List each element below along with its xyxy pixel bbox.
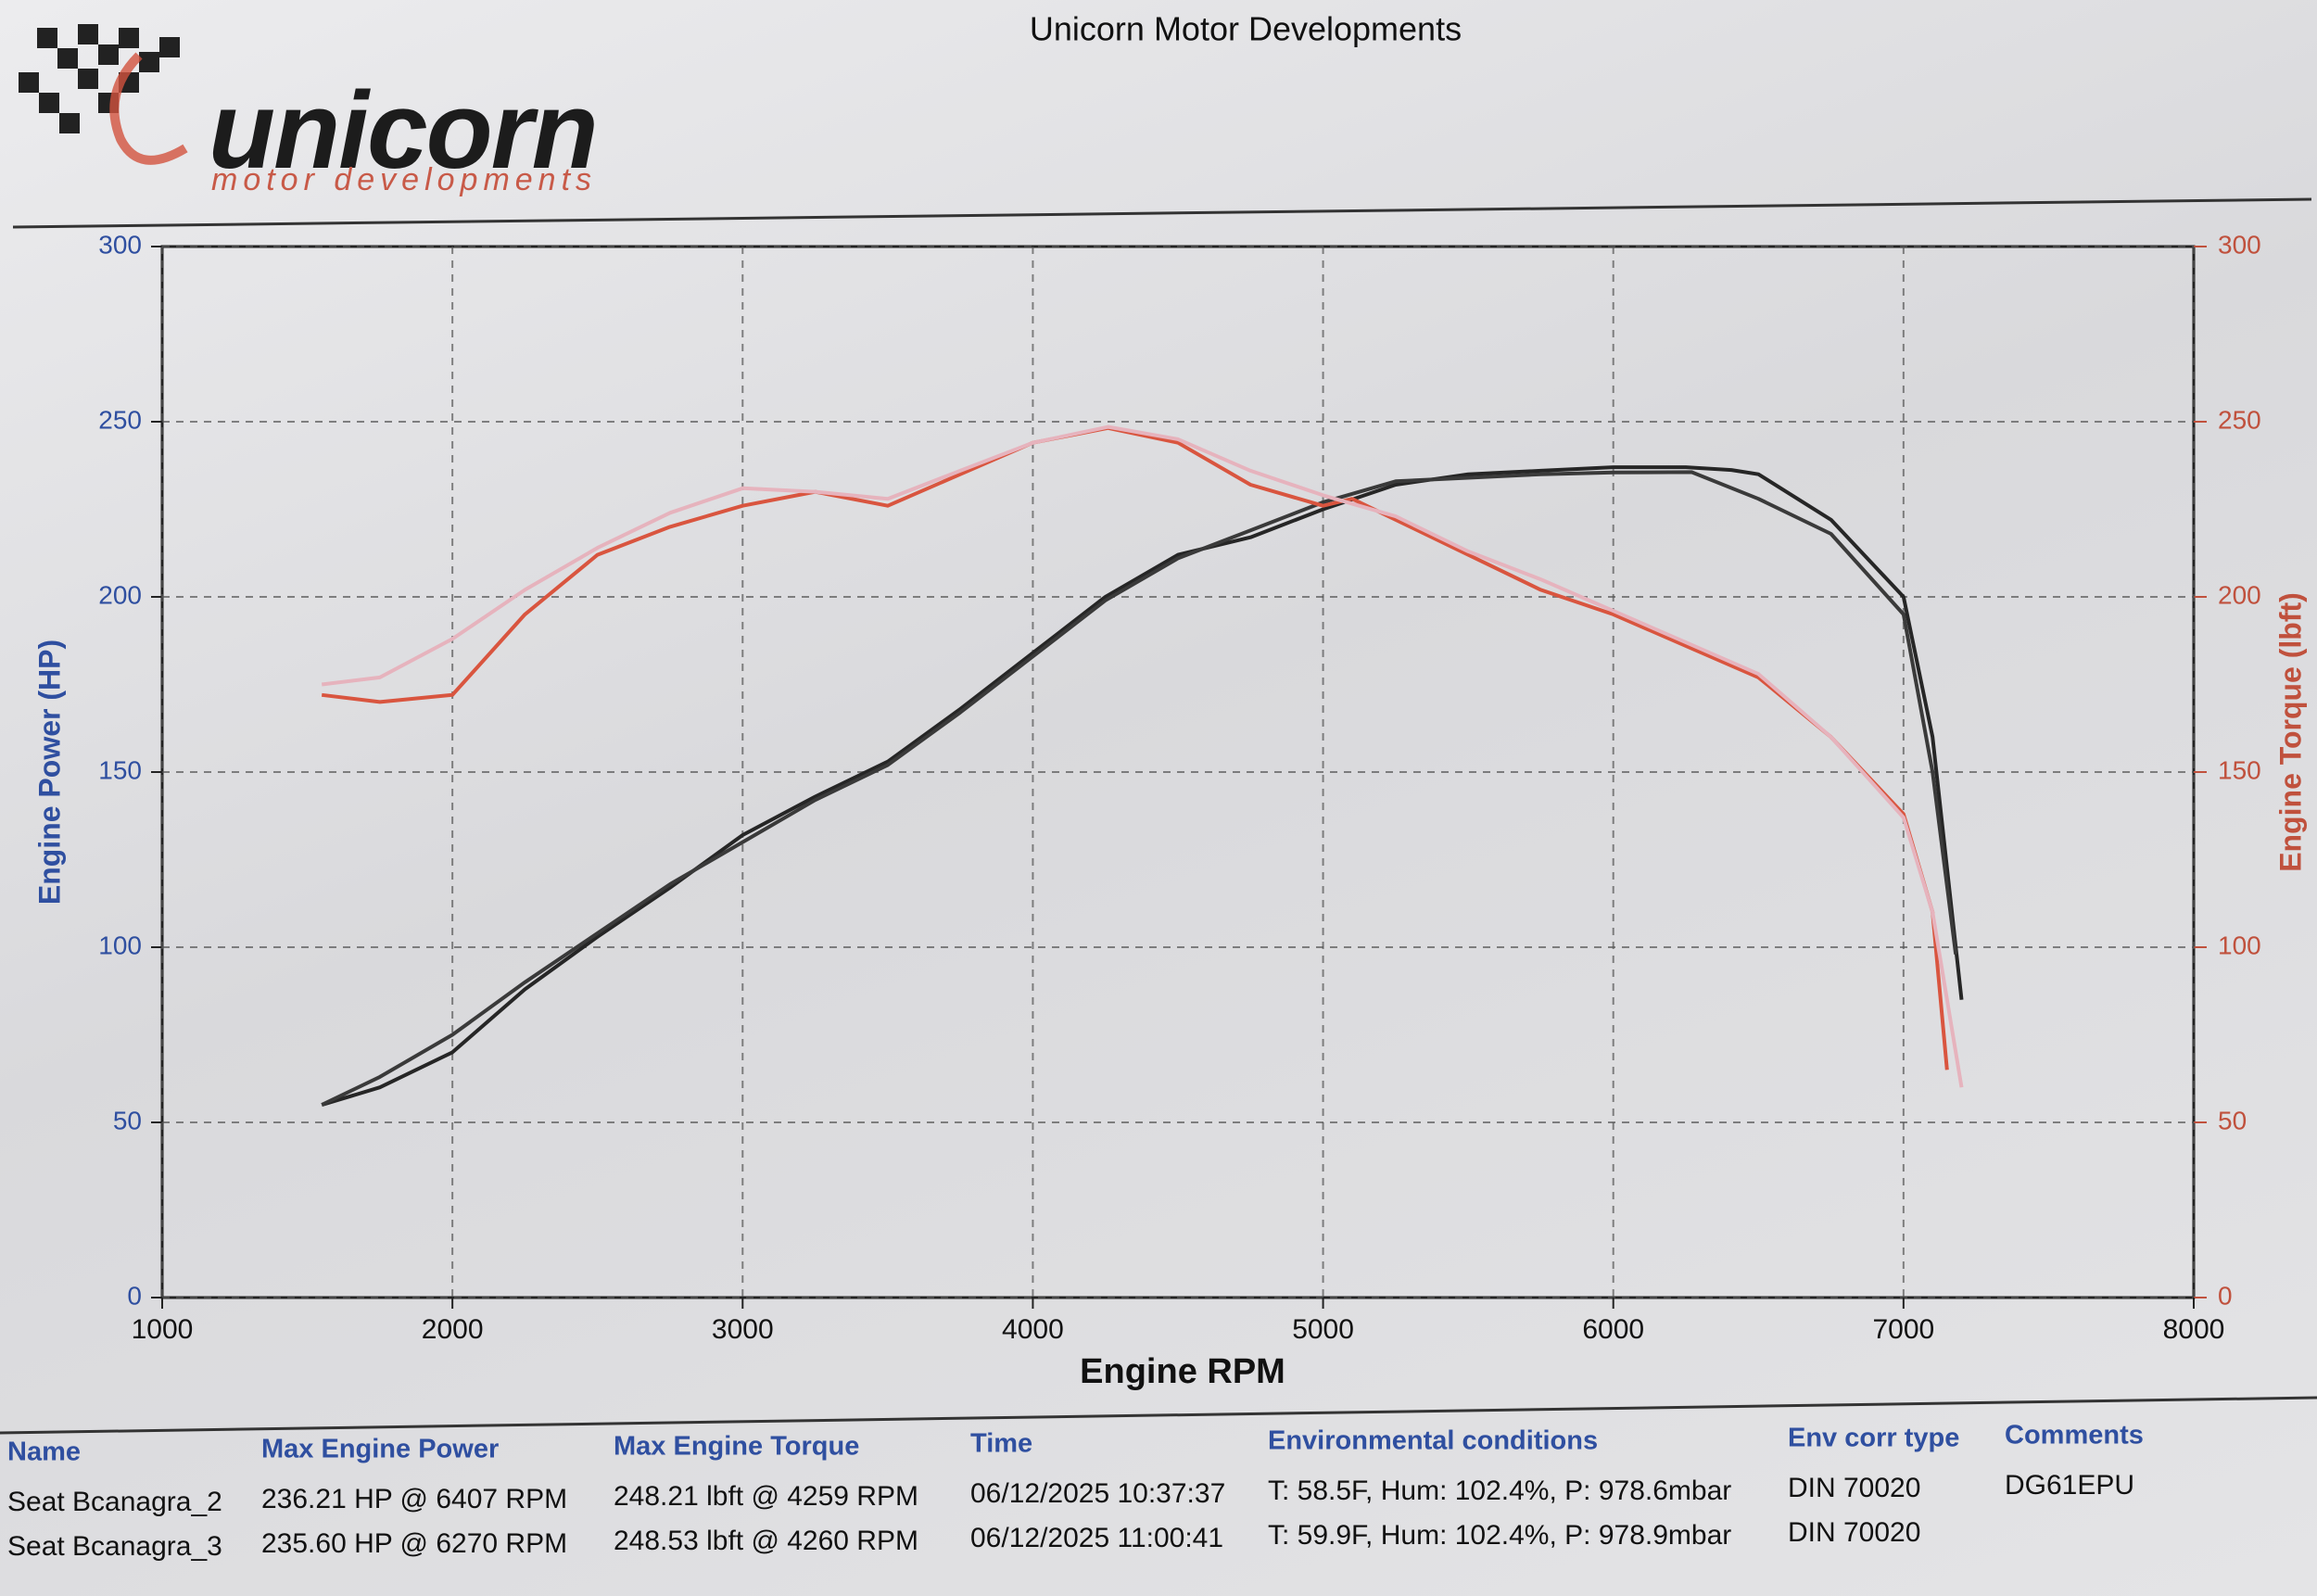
torque-line (321, 424, 1964, 1088)
y-tick-label: 0 (127, 1281, 142, 1310)
y2-tick-label: 100 (2218, 931, 2261, 959)
y-tick-label: 200 (98, 580, 142, 609)
table-cell: 235.60 HP @ 6270 RPM (261, 1528, 567, 1559)
table-cell: 248.21 lbft @ 4259 RPM (614, 1481, 918, 1512)
table-cell: Seat Bcanagra_2 (7, 1487, 222, 1517)
checkered-flag (19, 24, 180, 133)
y-tick-label: 100 (98, 931, 142, 959)
power-line (321, 465, 1964, 1108)
y2-axis-label: Engine Torque (lbft) (2273, 592, 2307, 872)
table-cell: 06/12/2025 10:37:37 (970, 1478, 1225, 1509)
header-rule (12, 197, 2312, 229)
y-axis-label: Engine Power (HP) (32, 640, 66, 905)
table-cell: DIN 70020 (1788, 1517, 1920, 1548)
x-tick-label: 1000 (132, 1314, 194, 1345)
logo-text: unicorn (209, 70, 597, 192)
torque-line (321, 425, 1949, 1070)
table-cell: 236.21 HP @ 6407 RPM (261, 1484, 567, 1514)
x-tick-label: 3000 (712, 1314, 774, 1345)
table-cell: DIN 70020 (1788, 1473, 1920, 1503)
table-cell: Seat Bcanagra_3 (7, 1531, 222, 1562)
table-header: Name (7, 1438, 81, 1467)
power-line (321, 470, 1958, 1107)
footer-rule (0, 1396, 2317, 1435)
x-axis-label: Engine RPM (1080, 1352, 1285, 1391)
table-cell: T: 58.5F, Hum: 102.4%, P: 978.6mbar (1268, 1476, 1731, 1506)
logo-swoosh (109, 52, 188, 165)
y2-tick-label: 0 (2218, 1281, 2233, 1310)
y2-tick-label: 200 (2218, 580, 2261, 609)
table-header: Environmental conditions (1268, 1426, 1598, 1456)
y2-tick-label: 150 (2218, 755, 2261, 784)
table-header: Comments (2005, 1421, 2144, 1450)
logo: unicorn motor developments (19, 24, 599, 197)
table-cell: 248.53 lbft @ 4260 RPM (614, 1526, 918, 1556)
chart-title: Unicorn Motor Developments (1030, 10, 1462, 48)
x-tick-label: 4000 (1002, 1314, 1064, 1345)
table-header: Time (970, 1429, 1032, 1459)
x-tick-label: 5000 (1292, 1314, 1354, 1345)
table-header: Env corr type (1788, 1424, 1959, 1453)
y2-tick-label: 50 (2218, 1106, 2247, 1134)
y2-tick-label: 250 (2218, 405, 2261, 434)
table-header: Max Engine Torque (614, 1432, 859, 1462)
y-tick-label: 250 (98, 405, 142, 434)
x-tick-label: 7000 (1872, 1314, 1934, 1345)
table-header: Max Engine Power (261, 1435, 499, 1464)
y-tick-label: 150 (98, 755, 142, 784)
logo-tagline: motor developments (211, 162, 597, 197)
table-cell: DG61EPU (2005, 1470, 2134, 1501)
y2-tick-label: 300 (2218, 230, 2261, 259)
x-tick-label: 2000 (422, 1314, 484, 1345)
x-tick-label: 8000 (2163, 1314, 2225, 1345)
x-tick-label: 6000 (1582, 1314, 1644, 1345)
table-cell: T: 59.9F, Hum: 102.4%, P: 978.9mbar (1268, 1520, 1731, 1551)
y-tick-label: 300 (98, 230, 142, 259)
table-cell: 06/12/2025 11:00:41 (970, 1523, 1223, 1553)
y-tick-label: 50 (113, 1106, 142, 1134)
